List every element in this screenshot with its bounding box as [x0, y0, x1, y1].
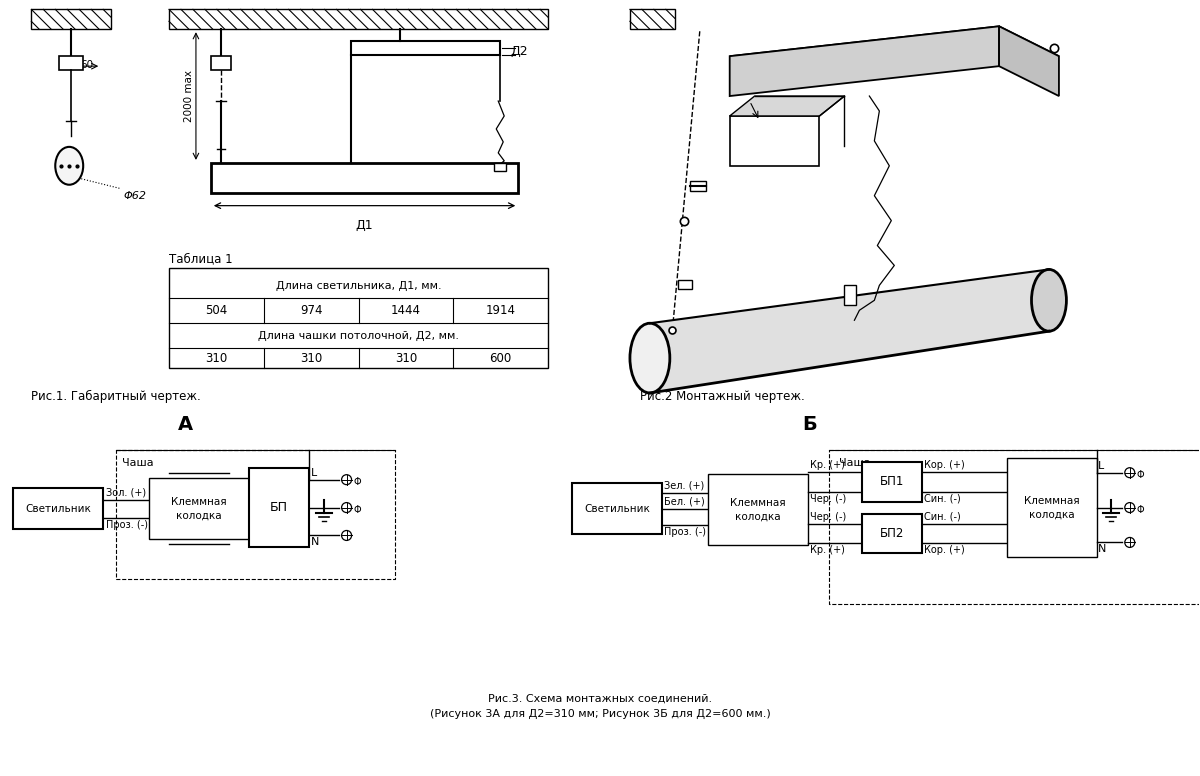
Bar	[708, 473, 808, 546]
Text: Чёр. (-): Чёр. (-)	[251, 519, 287, 529]
Text: Рис.1. Габаритный чертеж.: Рис.1. Габаритный чертеж.	[31, 390, 202, 403]
Text: Длина чашки потолочной, Д2, мм.: Длина чашки потолочной, Д2, мм.	[258, 331, 460, 341]
Text: Кр. (+): Кр. (+)	[810, 546, 845, 556]
Text: 310: 310	[395, 352, 418, 365]
Polygon shape	[1000, 26, 1058, 96]
Text: Клеммная: Клеммная	[1024, 496, 1080, 506]
Text: 2000 max: 2000 max	[184, 70, 194, 122]
Text: А: А	[179, 415, 193, 434]
Text: Чаша: Чаша	[840, 458, 871, 468]
Bar	[863, 514, 923, 553]
Text: Зол. (+): Зол. (+)	[106, 487, 146, 497]
Bar	[59, 56, 83, 70]
Text: колодка: колодка	[1030, 510, 1075, 520]
Text: Φ: Φ	[1136, 504, 1145, 514]
Text: L: L	[311, 468, 317, 478]
Polygon shape	[730, 96, 845, 116]
Bar	[13, 487, 103, 529]
Text: Б: Б	[802, 415, 817, 434]
Text: 600: 600	[490, 352, 512, 365]
Ellipse shape	[55, 147, 83, 185]
Text: 504: 504	[205, 303, 228, 317]
Bar	[494, 163, 506, 171]
Text: Светильник: Светильник	[584, 504, 650, 514]
Bar	[730, 116, 820, 166]
Polygon shape	[730, 26, 1058, 86]
Bar	[169, 268, 548, 368]
Bar	[211, 56, 230, 70]
Text: Кор. (+): Кор. (+)	[924, 459, 965, 469]
Text: N: N	[1098, 545, 1106, 554]
Text: Син. (-): Син. (-)	[924, 511, 961, 521]
Text: 60: 60	[80, 61, 94, 70]
Text: Φ: Φ	[354, 504, 361, 514]
Text: Проз. (-): Проз. (-)	[106, 519, 148, 529]
Text: Клеммная: Клеммная	[172, 497, 227, 507]
Text: L: L	[1098, 461, 1104, 471]
Text: Φ: Φ	[354, 476, 361, 487]
Text: колодка: колодка	[734, 511, 780, 521]
Text: Чер. (-): Чер. (-)	[810, 511, 846, 521]
Polygon shape	[650, 269, 1049, 393]
Text: 310: 310	[300, 352, 323, 365]
Bar	[169, 9, 548, 29]
Bar	[248, 468, 308, 547]
Text: БП1: БП1	[880, 475, 905, 488]
Bar	[678, 280, 691, 289]
Bar	[863, 462, 923, 501]
Text: Таблица 1: Таблица 1	[169, 252, 233, 265]
Text: Син. (-): Син. (-)	[924, 494, 961, 504]
Text: Φ: Φ	[1136, 469, 1145, 480]
Text: Зел. (+): Зел. (+)	[664, 480, 704, 490]
Text: Длина светильника, Д1, мм.: Длина светильника, Д1, мм.	[276, 282, 442, 291]
Text: 310: 310	[205, 352, 228, 365]
Text: Рис.3. Схема монтажных соединений.: Рис.3. Схема монтажных соединений.	[488, 694, 712, 704]
Text: Светильник: Светильник	[25, 504, 91, 514]
Ellipse shape	[630, 324, 670, 393]
Text: БП2: БП2	[880, 527, 905, 540]
Text: Клеммная: Клеммная	[730, 497, 786, 508]
Text: Φ62: Φ62	[124, 191, 146, 201]
Text: Д2: Д2	[510, 45, 528, 57]
Text: 974: 974	[300, 303, 323, 317]
Text: Кор. (+): Кор. (+)	[924, 546, 965, 556]
Text: Кр. (+): Кр. (+)	[810, 459, 845, 469]
Text: Бел. (+): Бел. (+)	[664, 497, 704, 507]
Bar	[630, 9, 674, 29]
Text: 1444: 1444	[391, 303, 421, 317]
Text: Чер. (-): Чер. (-)	[810, 494, 846, 504]
Bar	[211, 163, 518, 192]
Bar	[690, 181, 706, 191]
Polygon shape	[730, 26, 1000, 96]
Text: N: N	[311, 538, 319, 547]
Text: Д1: Д1	[355, 219, 373, 231]
Text: 1914: 1914	[486, 303, 516, 317]
Bar	[845, 286, 857, 305]
Text: БП: БП	[270, 501, 288, 514]
Bar	[31, 9, 112, 29]
Text: Чаша: Чаша	[122, 458, 154, 468]
Text: Проз. (-): Проз. (-)	[664, 526, 706, 536]
Text: колодка: колодка	[176, 511, 222, 521]
Bar	[149, 478, 248, 539]
Ellipse shape	[1032, 269, 1067, 331]
Bar	[572, 483, 662, 535]
Text: (Рисунок 3А для Д2=310 мм; Рисунок 3Б для Д2=600 мм.): (Рисунок 3А для Д2=310 мм; Рисунок 3Б дл…	[430, 708, 770, 719]
Text: Кр. (+): Кр. (+)	[251, 487, 286, 497]
Bar	[1007, 458, 1097, 557]
Text: Рис.2 Монтажный чертеж.: Рис.2 Монтажный чертеж.	[640, 390, 805, 403]
Bar	[350, 41, 500, 55]
